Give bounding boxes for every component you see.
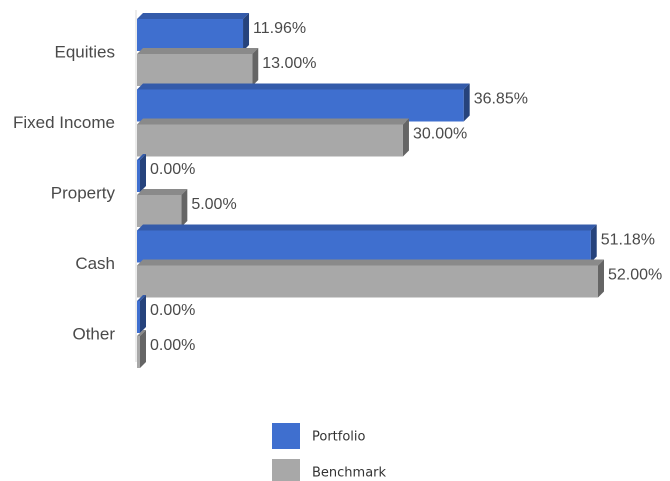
bar-top-face [137,189,188,195]
bar-benchmark [137,259,604,298]
bar-portfolio [137,295,146,333]
bar-top-face [137,13,250,19]
data-label-benchmark: 13.00% [262,55,316,72]
bar-side-face [402,118,409,157]
category-label: Property [51,183,116,202]
bar-top-face [137,330,146,336]
data-label-portfolio: 51.18% [601,232,655,249]
bar-benchmark [137,118,409,157]
bar-front-face [137,160,140,192]
bar-top-face [137,83,470,90]
bar-portfolio [137,13,250,51]
bar-side-face [243,13,250,51]
bar-front-face [137,265,598,298]
chart-legend: Portfolio Benchmark [272,423,387,481]
data-label-benchmark: 52.00% [608,267,662,284]
bar-front-face [137,124,403,157]
bar-side-face [140,154,146,192]
category-label: Other [72,324,115,343]
bar-top-face [137,118,409,125]
data-label-portfolio: 11.96% [253,20,306,37]
bar-front-face [137,19,244,51]
bar-front-face [137,336,140,368]
bar-top-face [137,224,597,231]
legend-label-portfolio: Portfolio [312,430,366,445]
bar-portfolio [137,83,470,122]
bar-top-face [137,259,604,266]
bar-top-face [137,154,146,160]
bar-benchmark [137,330,146,368]
bar-side-face [590,224,597,263]
bar-side-face [140,295,146,333]
bar-top-face [137,295,146,301]
bar-front-face [137,230,591,263]
category-label: Fixed Income [13,113,115,132]
bar-front-face [137,89,464,122]
bar-front-face [137,54,253,86]
bar-side-face [140,330,146,368]
bar-benchmark [137,48,259,86]
bar-top-face [137,48,259,54]
legend-swatch-portfolio [272,423,300,449]
bar-front-face [137,195,182,227]
data-label-benchmark: 5.00% [191,196,236,213]
category-label: Equities [55,42,115,61]
chart-labels: Equities 11.96% 13.00% Fixed Income 36.85% 30… [13,20,662,354]
bar-side-face [598,259,604,298]
category-label: Cash [75,254,115,273]
bar-portfolio [137,224,597,263]
bar-front-face [137,301,140,333]
data-label-benchmark: 30.00% [413,126,467,143]
data-label-portfolio: 0.00% [150,302,195,319]
bar-side-face [463,83,470,122]
data-label-portfolio: 36.85% [474,91,528,108]
bar-side-face [181,189,188,227]
data-label-benchmark: 0.00% [150,337,195,354]
bar-side-face [252,48,259,86]
data-label-portfolio: 0.00% [150,161,195,178]
legend-swatch-benchmark [272,459,300,481]
legend-label-benchmark: Benchmark [312,466,387,481]
chart-bars [137,13,604,368]
bar-benchmark [137,189,188,227]
bar-portfolio [137,154,146,192]
